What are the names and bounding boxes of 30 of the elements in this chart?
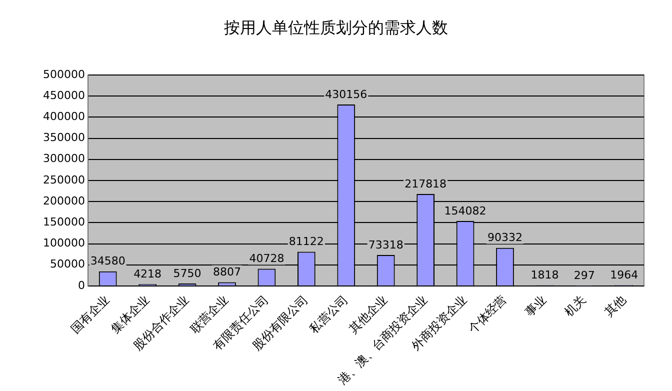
y-tick-label: 100000: [42, 236, 85, 250]
data-label: 430156: [325, 88, 368, 101]
data-label: 4218: [134, 268, 162, 281]
y-tick-label: 0: [78, 278, 85, 292]
y-tick-label: 200000: [42, 194, 85, 208]
x-tick-label: 国有企业: [68, 292, 112, 336]
y-tick-label: 300000: [42, 152, 85, 166]
x-tick-label: 其他: [602, 292, 628, 320]
y-tick-label: 250000: [42, 173, 85, 186]
x-tick-label: 事业: [522, 292, 550, 320]
chart-title: 按用人单位性质划分的需求人数: [223, 18, 449, 39]
data-label: 34580: [90, 254, 126, 268]
y-tick-label: 50000: [50, 258, 85, 271]
x-tick-label: 机关: [562, 292, 589, 320]
data-label: 217818: [404, 177, 447, 190]
data-label: 1964: [610, 268, 638, 282]
data-label: 8807: [212, 266, 241, 279]
y-tick-label: 400000: [42, 110, 85, 124]
data-label: 40728: [249, 252, 284, 266]
data-label: 81122: [288, 235, 324, 248]
data-label: 90332: [488, 231, 522, 244]
y-tick-label: 150000: [42, 216, 85, 229]
y-tick-label: 500000: [42, 68, 85, 81]
data-label: 297: [574, 269, 595, 282]
data-label: 5750: [173, 266, 202, 280]
data-label: 154082: [444, 204, 486, 218]
data-label: 73318: [368, 238, 404, 252]
data-label: 1818: [530, 268, 559, 282]
y-tick-label: 450000: [42, 88, 85, 102]
y-tick-label: 350000: [42, 131, 85, 144]
